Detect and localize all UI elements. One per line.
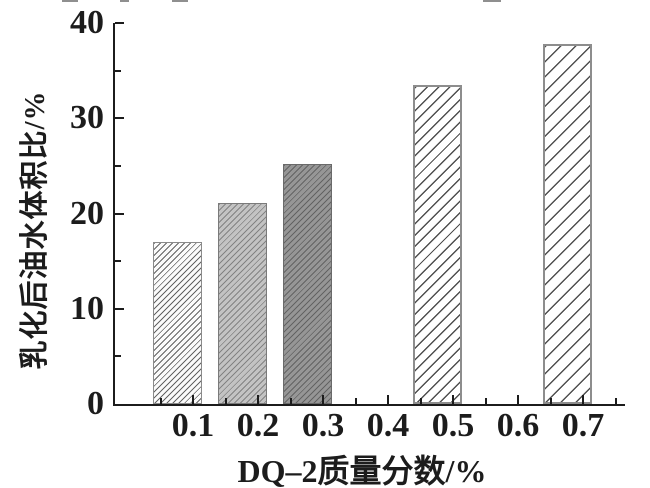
y-major-tick	[115, 212, 124, 215]
x-tick-label: 0.3	[301, 407, 345, 444]
x-tick-label: 0.6	[496, 407, 540, 444]
bar-0.7	[542, 43, 592, 404]
x-tick-label: 0.2	[236, 407, 280, 444]
bar-0.1	[152, 242, 202, 404]
x-minor-tick	[224, 398, 227, 404]
y-tick-label: 10	[70, 289, 104, 327]
scan-artifact	[62, 0, 78, 2]
y-minor-tick	[115, 260, 121, 263]
y-minor-tick	[115, 69, 121, 72]
x-minor-tick	[419, 398, 422, 404]
scan-artifact	[483, 0, 501, 2]
x-tick-label: 0.1	[171, 407, 215, 444]
x-tick-label: 0.7	[561, 407, 605, 444]
x-minor-tick	[159, 398, 162, 404]
x-axis-title: DQ–2质量分数/%	[237, 453, 487, 488]
x-major-tick	[257, 395, 259, 404]
x-major-tick	[322, 395, 324, 404]
x-minor-tick	[354, 398, 357, 404]
y-axis-line	[113, 23, 115, 406]
y-minor-tick	[115, 164, 121, 167]
x-tick-label: 0.4	[366, 407, 410, 444]
x-major-tick	[192, 395, 194, 404]
y-tick-label: 40	[70, 4, 104, 41]
y-major-tick	[115, 307, 124, 310]
y-major-tick	[115, 22, 124, 24]
x-major-tick	[452, 395, 454, 404]
x-minor-tick	[289, 398, 292, 404]
y-tick-label: 20	[70, 194, 104, 232]
y-minor-tick	[115, 355, 121, 358]
y-tick-label: 30	[70, 99, 104, 137]
y-major-tick	[115, 117, 124, 120]
bar-0.5	[412, 84, 462, 404]
scan-artifact	[120, 0, 129, 2]
x-tick-label: 0.5	[431, 407, 475, 444]
x-axis-line	[113, 404, 625, 406]
bar-0.3	[282, 163, 332, 404]
y-tick-label: 0	[87, 385, 104, 422]
bar-0.2	[217, 203, 267, 404]
x-major-tick	[387, 395, 389, 404]
x-minor-tick	[484, 398, 487, 404]
x-major-tick	[582, 395, 584, 404]
x-major-tick	[517, 395, 519, 404]
x-minor-tick	[549, 398, 552, 404]
x-minor-tick	[614, 398, 617, 404]
scan-artifact	[172, 0, 188, 2]
